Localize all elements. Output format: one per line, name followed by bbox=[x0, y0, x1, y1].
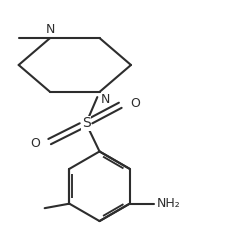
Text: N: N bbox=[45, 23, 54, 36]
Text: S: S bbox=[81, 116, 90, 130]
Text: N: N bbox=[100, 93, 110, 106]
Text: O: O bbox=[129, 97, 139, 110]
Text: NH₂: NH₂ bbox=[156, 197, 180, 210]
Text: O: O bbox=[30, 137, 40, 150]
